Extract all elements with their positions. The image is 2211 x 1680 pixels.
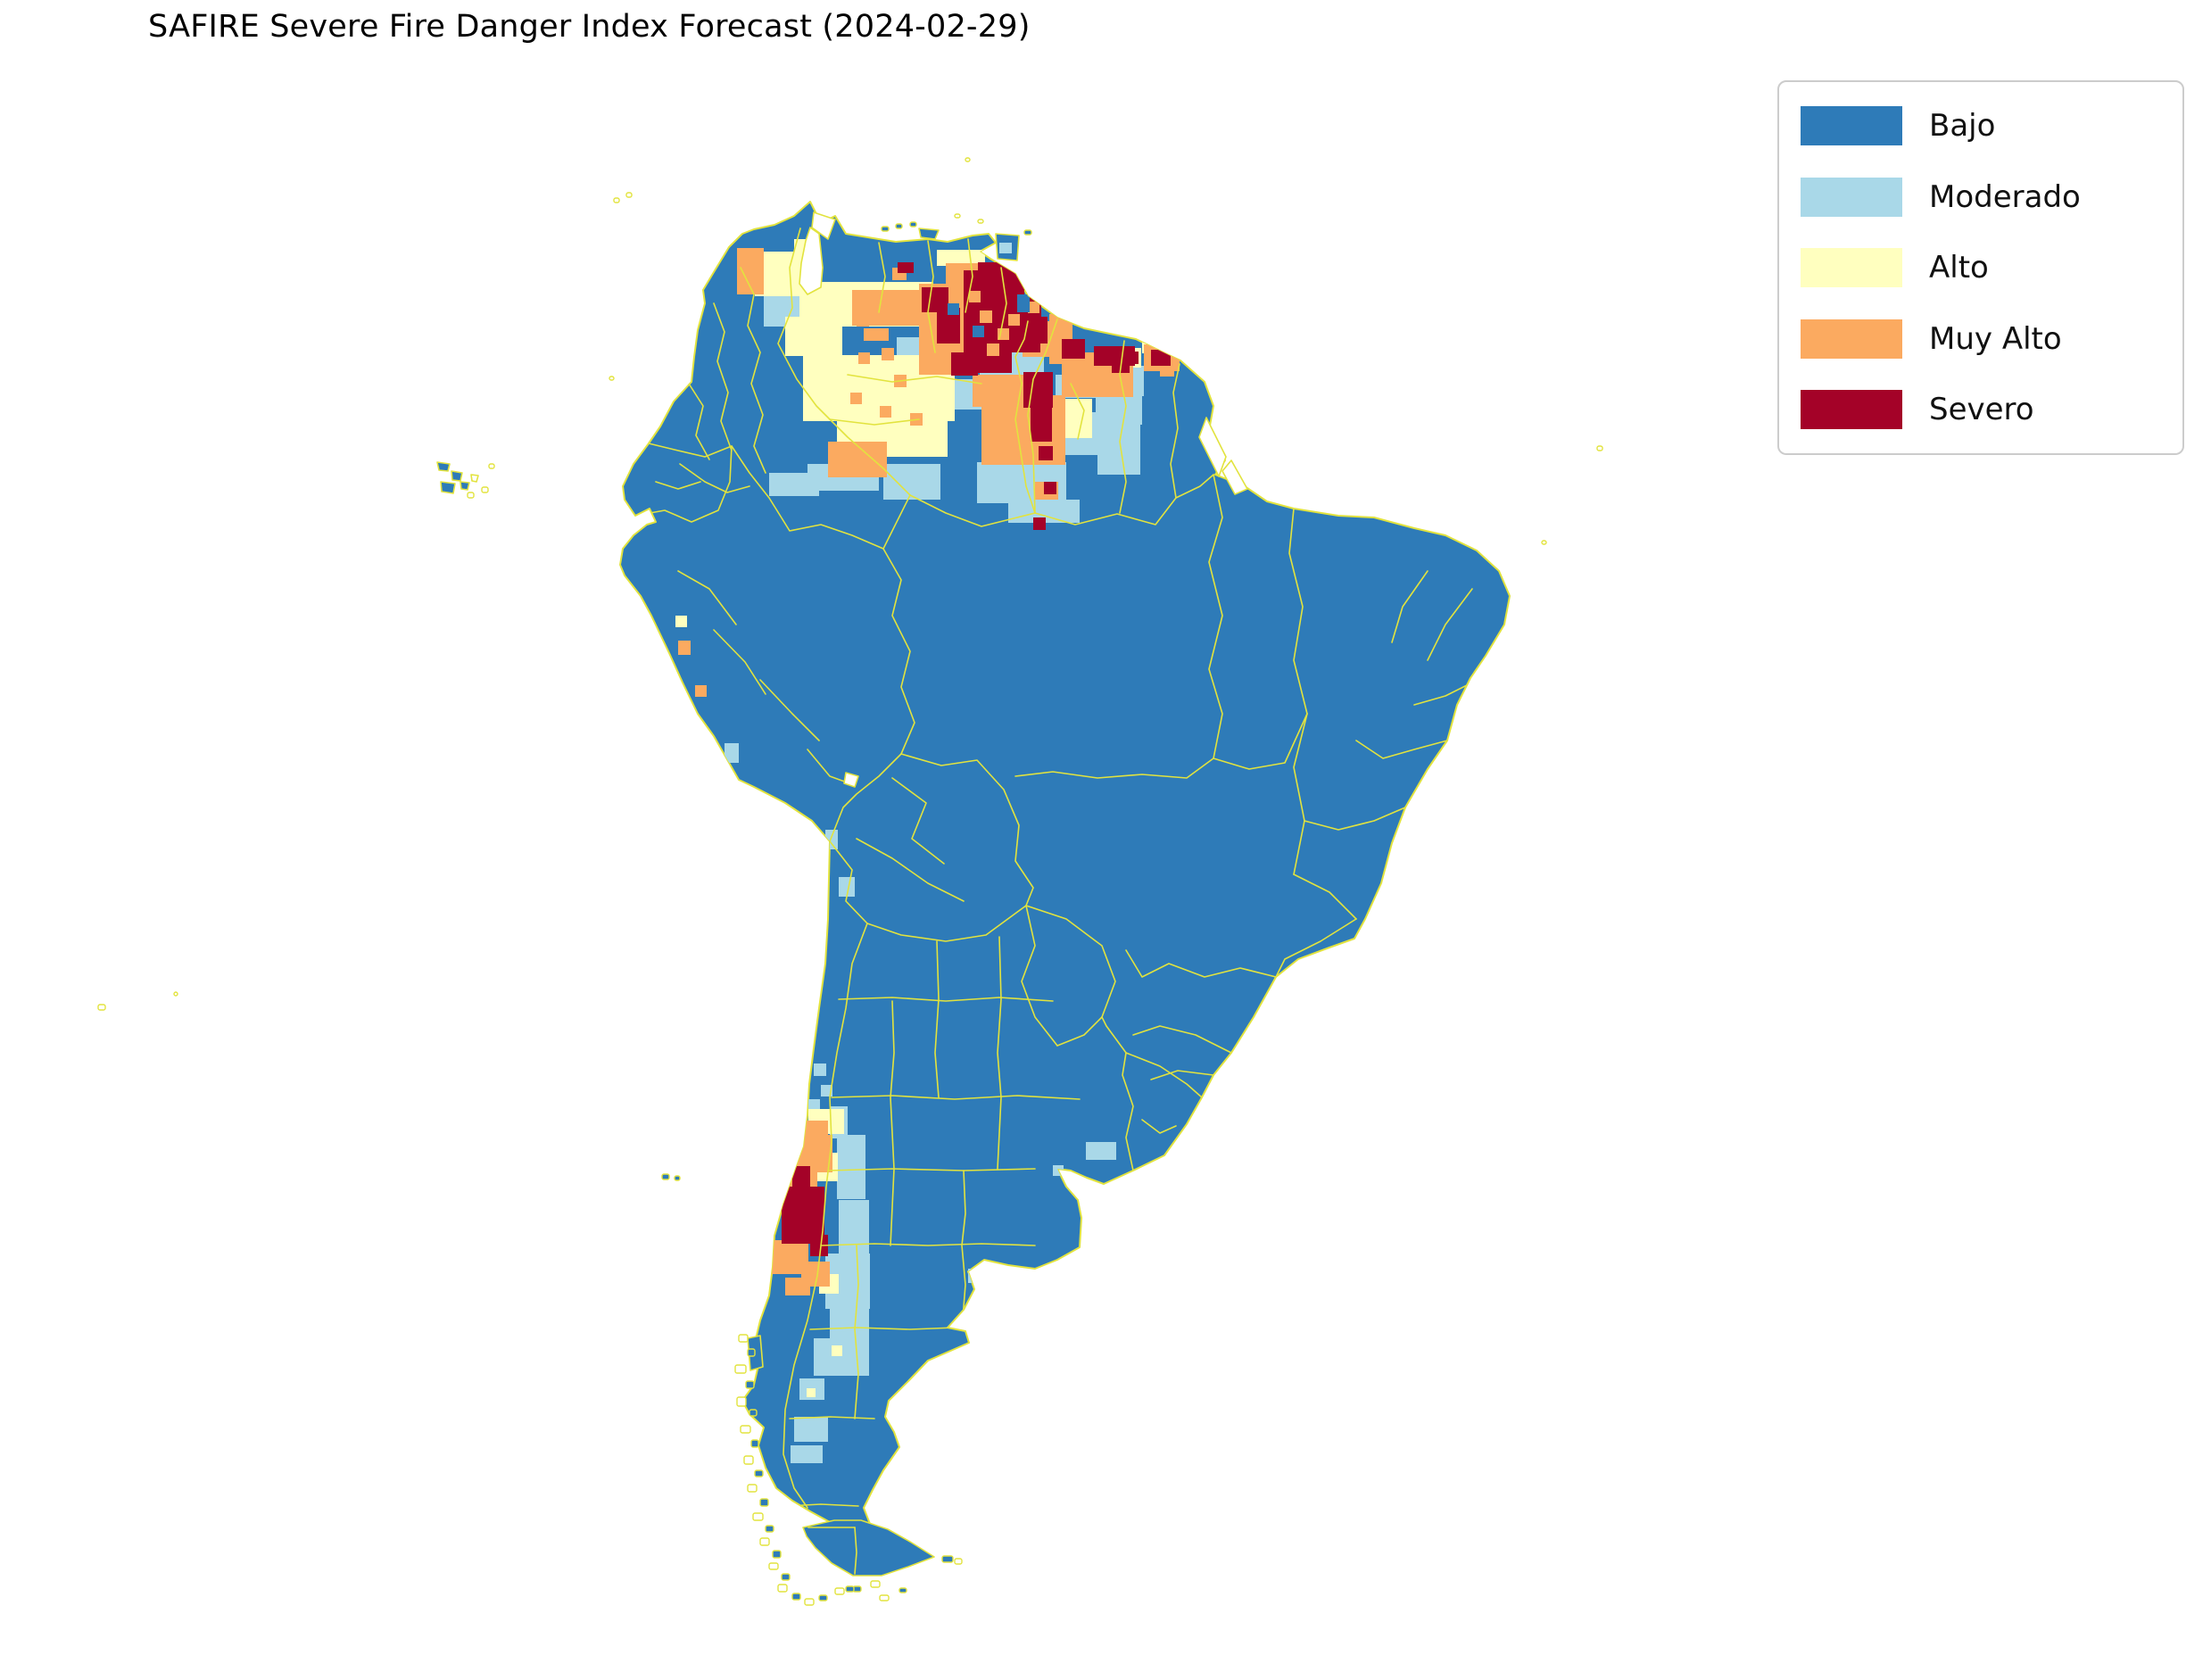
- danger-cell-o: [880, 406, 891, 418]
- danger-cell-o: [1160, 368, 1174, 377]
- danger-cell-o: [785, 1278, 810, 1295]
- danger-cell-o: [828, 442, 887, 477]
- danger-cell-a: [832, 1345, 842, 1356]
- legend-swatch-bajo: [1801, 106, 1902, 145]
- island-galapagos-3: [440, 481, 456, 494]
- danger-cell-m: [814, 1063, 826, 1076]
- legend-swatch-alto: [1801, 248, 1902, 287]
- danger-cell-m: [791, 1445, 823, 1463]
- danger-cell-o: [1028, 302, 1039, 313]
- danger-cell-s: [898, 262, 914, 273]
- danger-cell-s: [1039, 446, 1053, 460]
- island-galapagos-1: [436, 461, 451, 472]
- legend: Bajo Moderado Alto Muy Alto Severo: [1777, 80, 2184, 455]
- danger-cell-m: [837, 1135, 865, 1199]
- danger-cell-o: [969, 291, 981, 302]
- danger-cell-s: [1151, 350, 1171, 366]
- danger-cell-m: [1097, 425, 1140, 475]
- danger-cell-o: [857, 314, 869, 327]
- danger-cell-m: [1053, 1165, 1064, 1176]
- legend-row-bajo: Bajo: [1801, 103, 2161, 149]
- legend-label-bajo: Bajo: [1929, 108, 1996, 144]
- island-margarita: [918, 228, 940, 240]
- danger-cell-m: [821, 1085, 832, 1097]
- legend-row-severo: Severo: [1801, 386, 2161, 433]
- danger-cell-o: [882, 348, 894, 360]
- island-galapagos-4: [460, 481, 470, 491]
- danger-cell-o: [980, 310, 992, 323]
- danger-cell-m: [794, 1417, 828, 1442]
- danger-cell-a: [807, 1388, 816, 1397]
- legend-label-severo: Severo: [1929, 392, 2034, 427]
- lake-titicaca: [843, 772, 859, 788]
- lake-maracaibo: [799, 227, 824, 295]
- amazon-mouth-2: [1221, 459, 1248, 495]
- danger-cell-o: [858, 352, 870, 364]
- danger-cell-s: [810, 1235, 828, 1256]
- danger-cell-a: [675, 616, 687, 627]
- danger-cell-m: [1086, 1142, 1116, 1160]
- danger-cell-m: [883, 464, 940, 500]
- gulf-of-venezuela: [811, 211, 836, 240]
- danger-cell-m: [769, 473, 819, 496]
- danger-cell-b: [948, 303, 959, 315]
- island-specks: [97, 157, 1603, 1606]
- legend-label-muy-alto: Muy Alto: [1929, 320, 2062, 357]
- danger-cell-m: [814, 1338, 869, 1376]
- danger-cell-m: [968, 1269, 986, 1283]
- danger-cell-o: [987, 343, 999, 356]
- danger-cell-s: [1023, 372, 1053, 408]
- legend-swatch-moderado: [1801, 177, 1902, 217]
- admin-boundaries: [634, 228, 1482, 1575]
- danger-cell-s: [1062, 339, 1085, 359]
- danger-cell-b: [1017, 294, 1030, 312]
- danger-cell-b: [973, 326, 984, 337]
- danger-cell-o: [864, 328, 889, 341]
- legend-swatch-muy-alto: [1801, 319, 1902, 359]
- danger-cell-m: [839, 1200, 869, 1255]
- danger-cell-m: [999, 243, 1012, 253]
- legend-label-moderado: Moderado: [1929, 178, 2081, 215]
- legend-row-muy-alto: Muy Alto: [1801, 316, 2161, 362]
- figure-title: SAFIRE Severe Fire Danger Index Forecast…: [148, 9, 1031, 45]
- danger-cell-s: [1031, 406, 1052, 442]
- danger-cell-s: [792, 1166, 810, 1191]
- danger-cell-s: [782, 1187, 824, 1244]
- danger-cell-a: [1062, 399, 1092, 438]
- danger-cell-s: [1033, 517, 1046, 530]
- danger-cell-m: [1096, 393, 1142, 425]
- legend-row-alto: Alto: [1801, 244, 2161, 291]
- danger-cell-o: [850, 393, 862, 404]
- legend-swatch-severo: [1801, 390, 1902, 429]
- danger-cell-m: [725, 743, 739, 763]
- legend-label-alto: Alto: [1929, 250, 1989, 286]
- legend-row-moderado: Moderado: [1801, 174, 2161, 220]
- danger-cell-o: [678, 641, 691, 655]
- danger-cell-a: [937, 250, 985, 266]
- danger-cell-o: [803, 1121, 828, 1138]
- danger-cell-a: [785, 317, 842, 356]
- danger-cell-s: [1044, 482, 1056, 494]
- danger-cell-o: [1008, 314, 1020, 326]
- danger-cell-m: [839, 877, 855, 897]
- island-galapagos-2: [451, 470, 463, 482]
- island-galapagos-5: [470, 474, 479, 483]
- island-tierra-del-fuego: [802, 1519, 935, 1577]
- amazon-mouth-1: [1198, 417, 1227, 477]
- danger-cell-o: [695, 685, 707, 697]
- danger-cell-m: [808, 1099, 820, 1111]
